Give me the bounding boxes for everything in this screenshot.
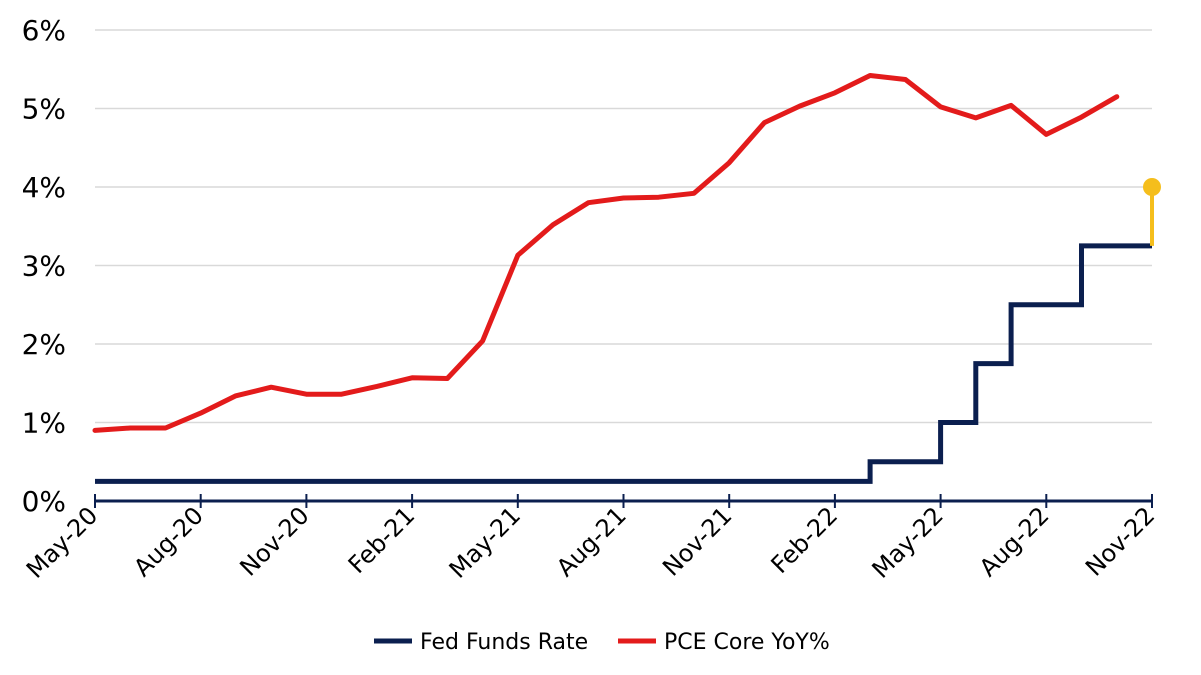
legend-label-pce-core-yoy: PCE Core YoY% (664, 630, 830, 655)
pce-core-yoy-line (92, 73, 1120, 433)
y-tick-label: 2% (22, 328, 66, 361)
annotation-marker (1143, 178, 1161, 196)
y-tick-label: 5% (22, 93, 66, 126)
x-tick-label: Aug-21 (551, 501, 632, 582)
y-tick-label: 4% (22, 171, 66, 204)
y-tick-label: 0% (22, 485, 66, 518)
x-tick-label: Feb-22 (766, 501, 844, 579)
x-tick-label: Nov-20 (234, 501, 314, 581)
x-tick-label: Aug-20 (128, 501, 209, 582)
x-tick-label: Nov-22 (1080, 501, 1160, 581)
x-tick-label: May-21 (444, 501, 526, 583)
fed-funds-rate-line (95, 243, 1152, 484)
annotations (1143, 178, 1161, 246)
x-axis (94, 494, 1153, 508)
legend-label-fed-funds-rate: Fed Funds Rate (420, 630, 588, 655)
x-tick-label: Nov-21 (657, 501, 737, 581)
legend: Fed Funds Rate PCE Core YoY% (374, 630, 830, 655)
x-tick-label: Aug-22 (974, 501, 1055, 582)
x-tick-label: Feb-21 (343, 501, 421, 579)
y-tick-label: 6% (22, 14, 66, 47)
y-tick-label: 3% (22, 250, 66, 283)
x-axis-tick-labels: May-20 Aug-20 Nov-20 Feb-21 May-21 Aug-21 Nov-… (21, 501, 1160, 583)
y-axis-tick-labels: 0% 1% 2% 3% 4% 5% 6% (22, 14, 66, 518)
x-tick-label: May-22 (867, 501, 949, 583)
y-tick-label: 1% (22, 407, 66, 440)
series-lines (92, 73, 1152, 484)
